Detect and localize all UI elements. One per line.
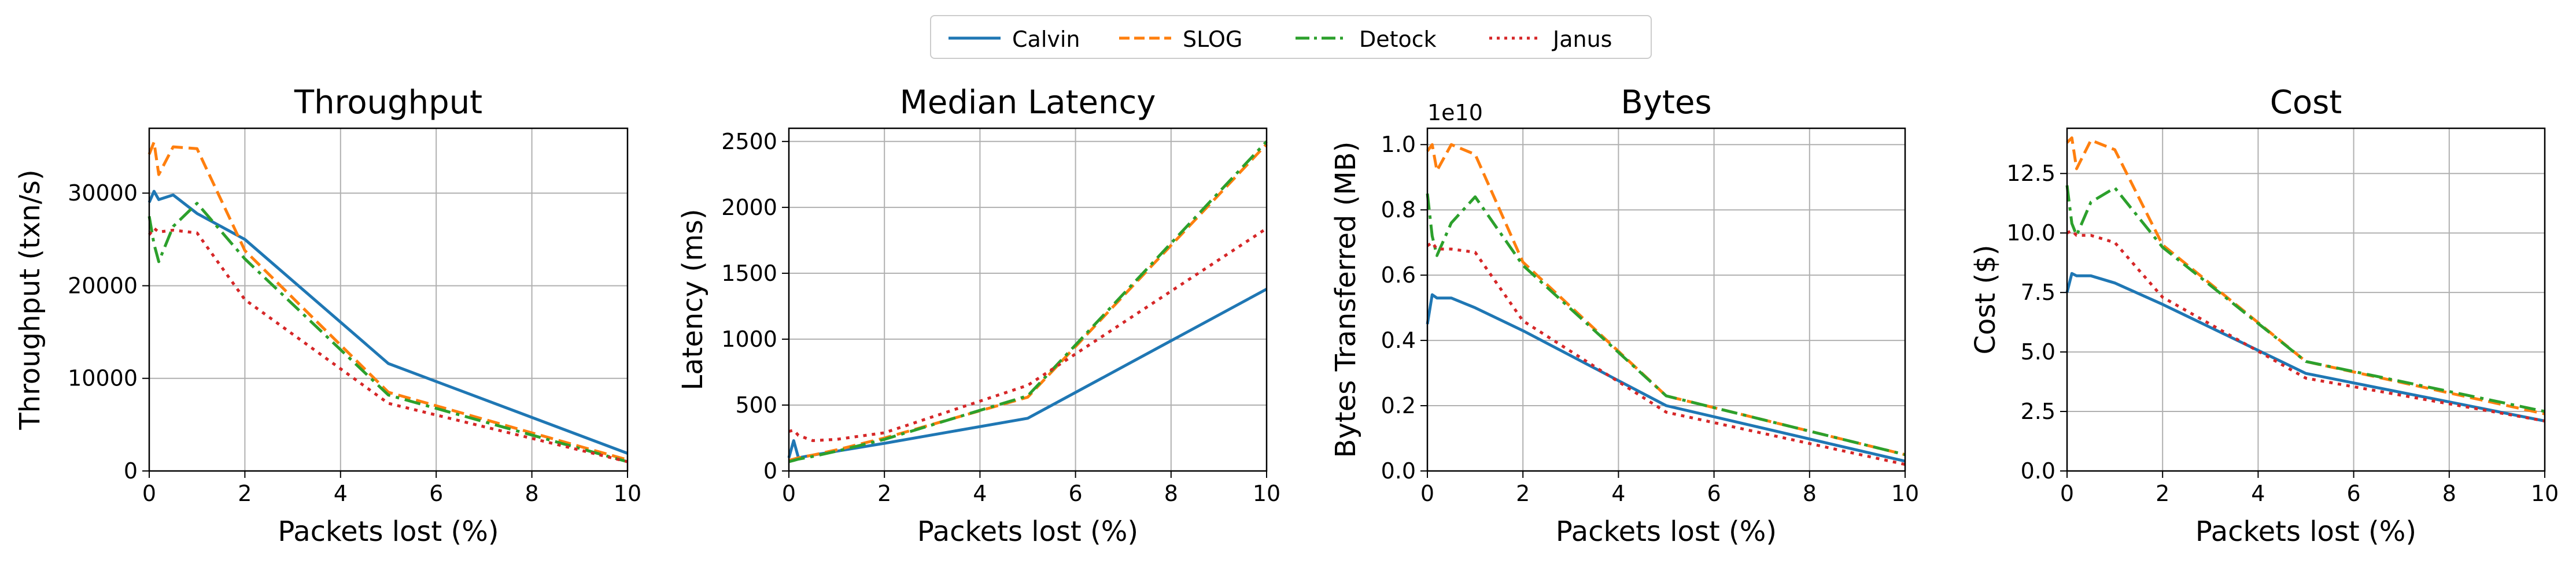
- panel-1-series-slog: [147, 140, 628, 462]
- panel-1-y-tick-label: 20000: [68, 273, 138, 298]
- panel-4-series-calvin: [2065, 272, 2545, 422]
- panel-4-series-detock: [2065, 185, 2545, 413]
- panel-2-y-tick-label: 0: [763, 458, 777, 484]
- panel-2-x-tick-label: 10: [1253, 481, 1280, 506]
- panel-2-y-tick-label: 500: [735, 392, 777, 418]
- panel-3-x-axis-label: Packets lost (%): [1556, 515, 1777, 548]
- legend-line-slog: [1119, 36, 1171, 40]
- panel-3-axes-frame: [1426, 127, 1906, 472]
- panel-2-y-tick-label: 2000: [721, 195, 777, 220]
- panel-3-x-tick-label: 0: [1420, 481, 1434, 506]
- panel-1-y-tick-label: 10000: [68, 366, 138, 391]
- panel-4-y-tick-label: 5.0: [2021, 339, 2055, 365]
- panel-1-series-calvin: [147, 190, 628, 455]
- panel-3-series-calvin: [1426, 293, 1906, 463]
- panel-4-x-tick-label: 10: [2531, 481, 2559, 506]
- panel-2-series-calvin: [787, 288, 1268, 459]
- panel-4-y-tick-label: 7.5: [2021, 280, 2055, 305]
- panel-4-y-tick-label: 0.0: [2021, 458, 2055, 484]
- panel-2-series-janus: [788, 227, 1268, 442]
- panel-3-x-tick-label: 10: [1891, 481, 1919, 506]
- legend-line-detock: [1296, 36, 1348, 40]
- panel-1-x-tick-label: 10: [614, 481, 641, 506]
- legend-item-calvin: Calvin: [943, 16, 1093, 60]
- panel-3-y-tick-label: 0.2: [1381, 393, 1416, 418]
- legend-item-slog: SLOG: [1113, 16, 1264, 60]
- panel-2-axes-frame: [788, 127, 1268, 472]
- panel-2-x-tick-label: 6: [1069, 481, 1083, 506]
- panel-2-x-tick-label: 8: [1164, 481, 1178, 506]
- panel-1-x-tick-label: 8: [525, 481, 539, 506]
- panel-3-series-detock: [1426, 193, 1906, 457]
- panel-1-title: Throughput: [294, 84, 482, 121]
- panel-2-series-detock: [788, 140, 1268, 463]
- panel-4-x-tick-label: 4: [2251, 481, 2265, 506]
- panel-4-axes-frame: [2066, 127, 2546, 472]
- panel-4-y-tick-label: 2.5: [2021, 399, 2055, 424]
- panel-3-x-tick-label: 2: [1516, 481, 1530, 506]
- panel-4-series-janus: [2066, 229, 2545, 422]
- panel-3-y-tick-label: 0.6: [1381, 262, 1416, 288]
- legend-label-calvin: Calvin: [1012, 27, 1080, 52]
- panel-4-x-tick-label: 6: [2347, 481, 2361, 506]
- panel-3-y-tick-label: 0.4: [1381, 328, 1416, 353]
- panel-2-x-axis-label: Packets lost (%): [917, 515, 1138, 548]
- legend-line-janus: [1489, 36, 1541, 40]
- panel-2-x-tick-label: 0: [782, 481, 796, 506]
- panel-1-y-tick-label: 0: [124, 458, 138, 484]
- panel-1-series-detock: [147, 202, 628, 463]
- panel-1-x-axis-label: Packets lost (%): [278, 515, 499, 548]
- legend-label-detock: Detock: [1359, 27, 1437, 52]
- panel-3-series-slog: [1426, 143, 1906, 457]
- legend-label-janus: Janus: [1553, 27, 1612, 52]
- panel-1-x-tick-label: 2: [238, 481, 252, 506]
- legend-label-slog: SLOG: [1183, 27, 1243, 52]
- legend: Calvin SLOG Detock Janus: [930, 15, 1652, 59]
- panel-1-y-axis-label: Throughput (txn/s): [14, 169, 46, 430]
- panel-1-series-janus: [147, 227, 628, 463]
- legend-line-calvin: [949, 36, 1001, 40]
- panel-2-y-axis-label: Latency (ms): [677, 209, 709, 390]
- legend-item-detock: Detock: [1290, 16, 1457, 60]
- panel-2-y-tick-label: 1500: [721, 261, 777, 286]
- panel-4-x-tick-label: 8: [2442, 481, 2456, 506]
- panel-3-offset-label: 1e10: [1427, 100, 1483, 125]
- panel-3-series-janus: [1426, 241, 1906, 466]
- panel-2-title: Median Latency: [900, 84, 1156, 121]
- panel-1-axes-frame: [148, 127, 629, 472]
- panel-3-y-tick-label: 1.0: [1381, 132, 1416, 157]
- panel-4-x-tick-label: 0: [2060, 481, 2074, 506]
- panel-1-y-tick-label: 30000: [68, 180, 138, 206]
- panel-1-x-tick-label: 0: [142, 481, 156, 506]
- panel-2-series-slog: [788, 143, 1268, 462]
- panel-3-x-tick-label: 6: [1707, 481, 1721, 506]
- legend-item-janus: Janus: [1483, 16, 1640, 60]
- panel-3-title: Bytes: [1621, 84, 1711, 121]
- panel-4-title: Cost: [2270, 84, 2342, 121]
- panel-3-y-axis-label: Bytes Transferred (MB): [1330, 142, 1362, 458]
- panel-2-y-tick-label: 1000: [721, 326, 777, 352]
- panel-2-x-tick-label: 2: [877, 481, 891, 506]
- panel-4-y-tick-label: 12.5: [2006, 161, 2055, 186]
- panel-3-x-tick-label: 4: [1611, 481, 1625, 506]
- panel-4-x-tick-label: 2: [2156, 481, 2169, 506]
- panel-3-x-tick-label: 8: [1803, 481, 1817, 506]
- panel-2-x-tick-label: 4: [973, 481, 987, 506]
- panel-3-y-tick-label: 0.8: [1381, 197, 1416, 222]
- panel-4-y-axis-label: Cost ($): [1969, 245, 2002, 355]
- panel-4-x-axis-label: Packets lost (%): [2195, 515, 2416, 548]
- panel-3-y-tick-label: 0.0: [1381, 458, 1416, 484]
- panel-4-y-tick-label: 10.0: [2006, 220, 2055, 246]
- panel-2-y-tick-label: 2500: [721, 129, 777, 154]
- panel-1-x-tick-label: 4: [334, 481, 348, 506]
- panel-1-x-tick-label: 6: [429, 481, 443, 506]
